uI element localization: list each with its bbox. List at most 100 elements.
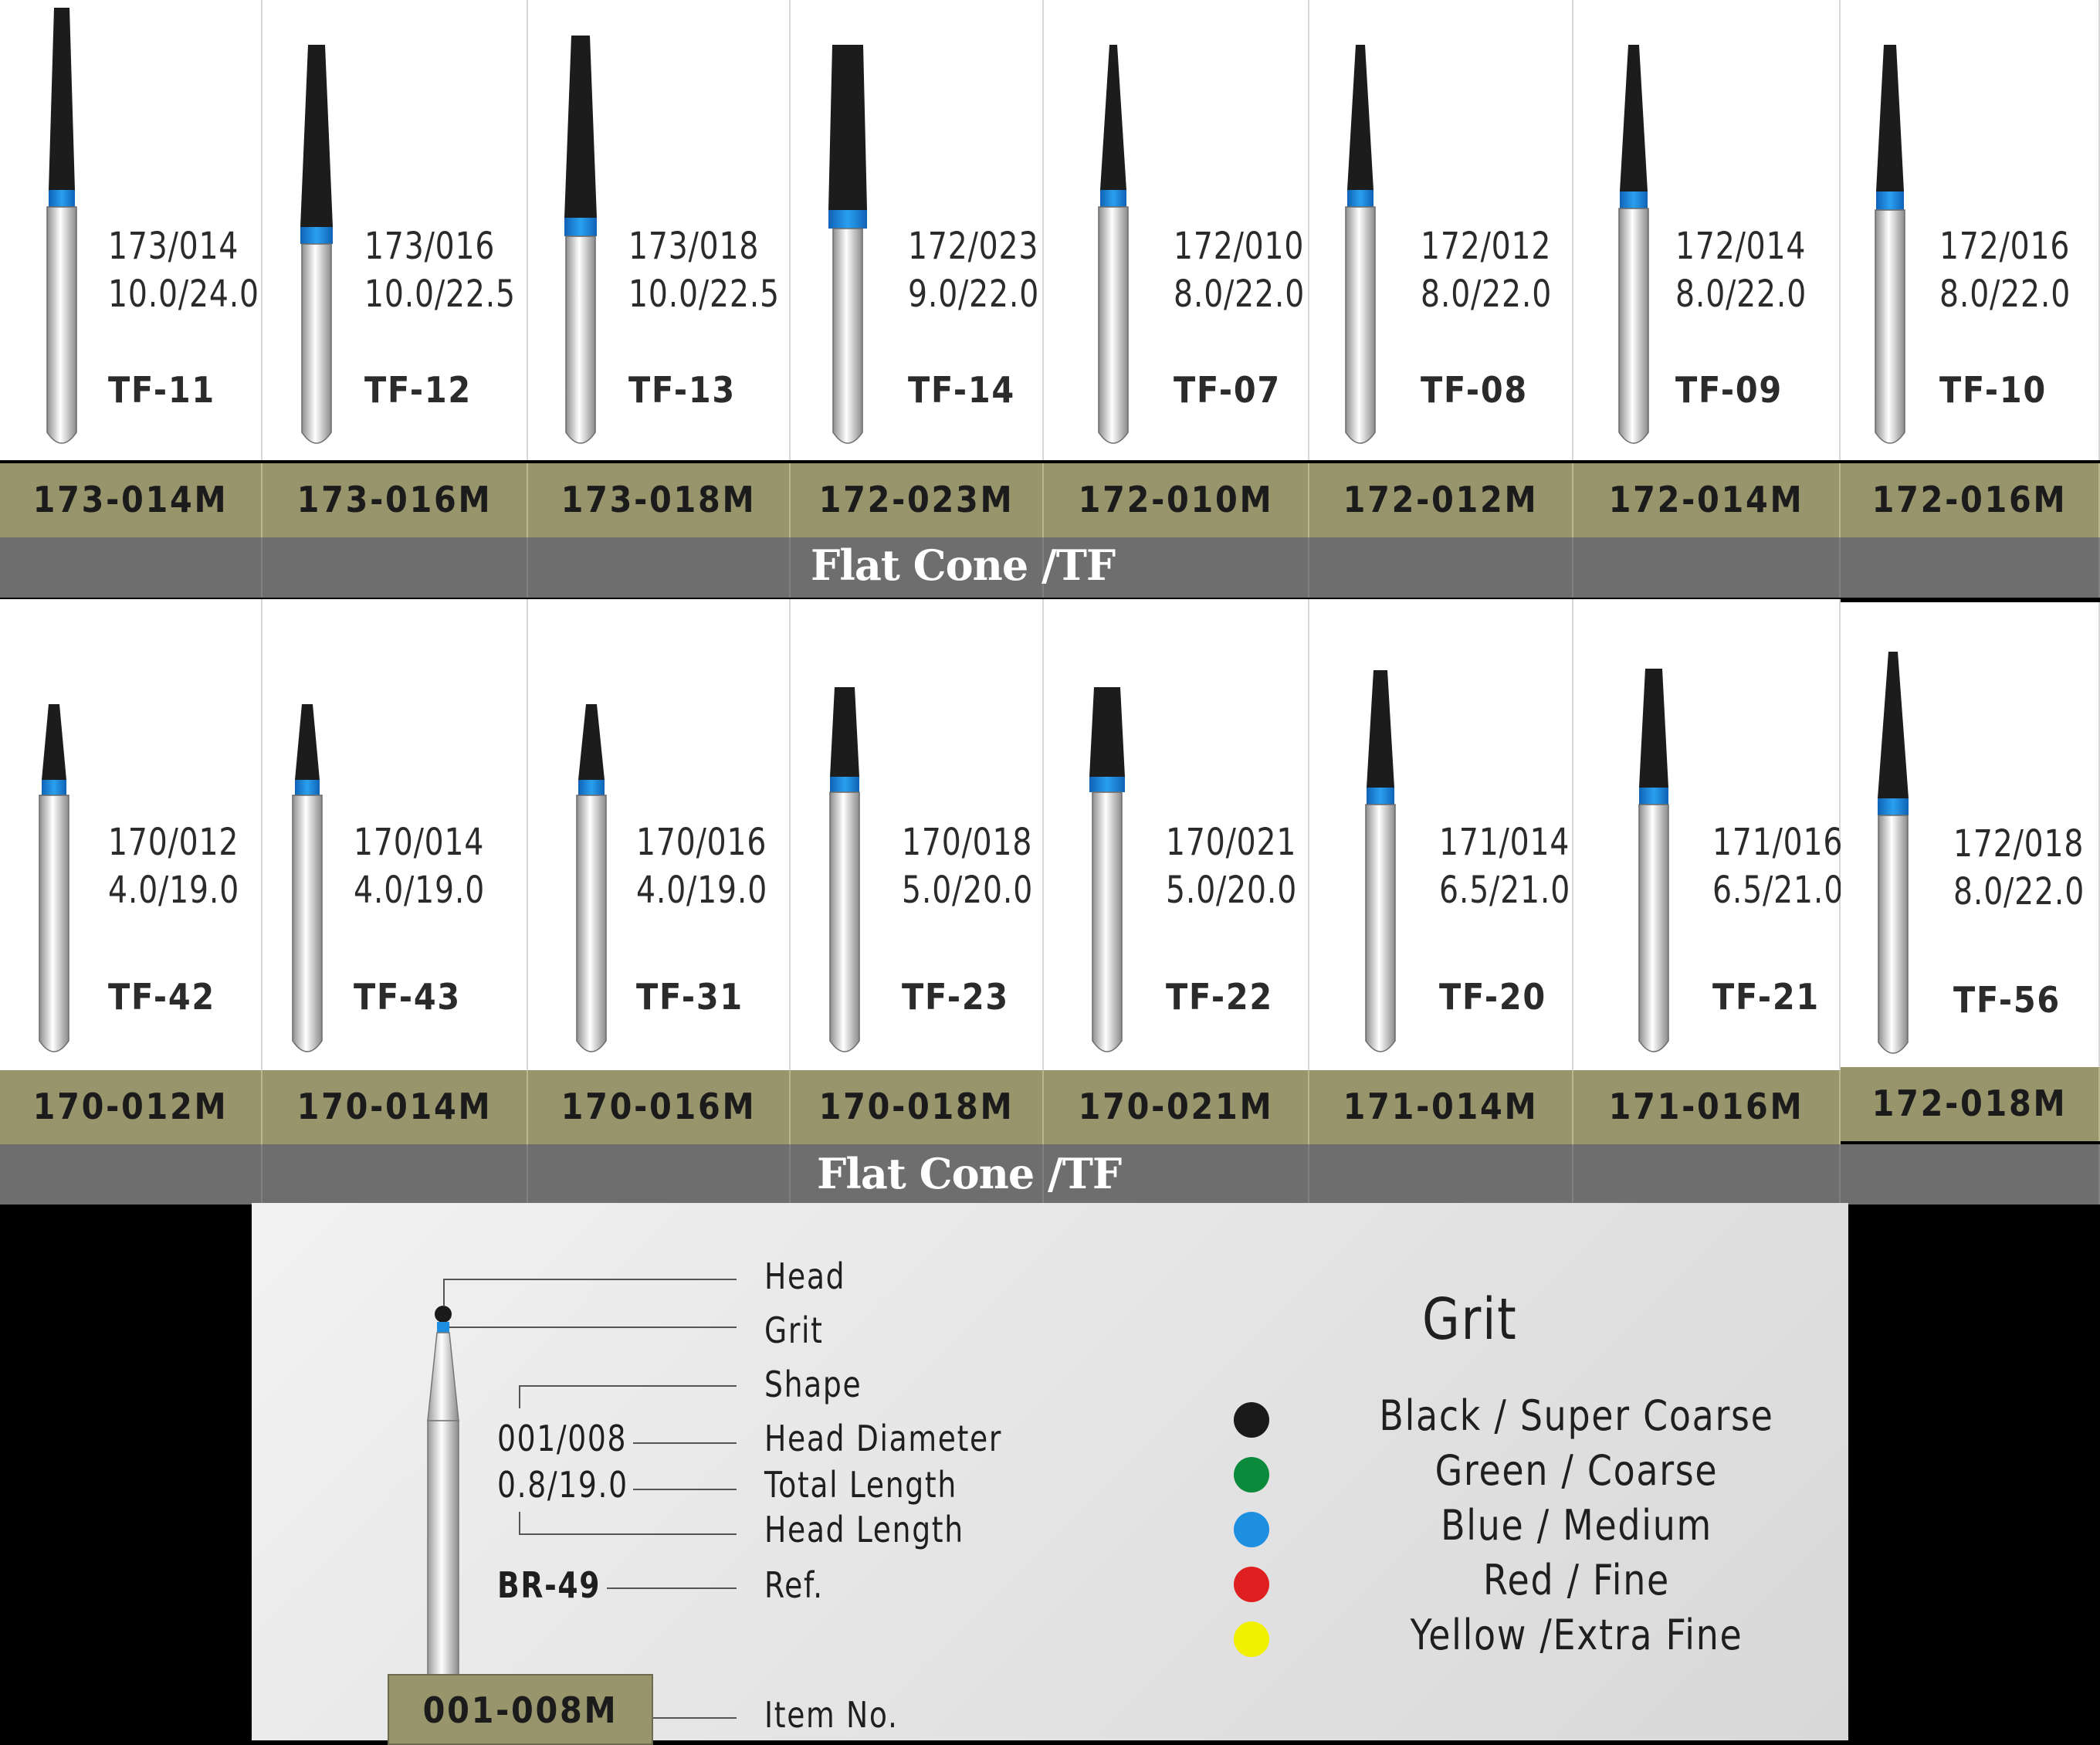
ref-code: TF-20 bbox=[1439, 976, 1547, 1018]
spec-dimensions: 10.0/24.0 bbox=[108, 273, 259, 316]
item-code-bar: 173-014M bbox=[0, 463, 262, 537]
product-cell: 170/016 4.0/19.0 TF-31 bbox=[528, 599, 791, 1070]
spec-dimensions: 6.5/21.0 bbox=[1712, 869, 1844, 912]
item-code-bar: 170-016M bbox=[528, 1070, 791, 1144]
item-code-bar: 173-018M bbox=[528, 463, 791, 537]
grit-color-dot bbox=[1234, 1402, 1269, 1438]
product-row-2: Flat Cone /TF 170/012 4.0/19.0 TF-42 170-01… bbox=[0, 599, 2100, 1208]
spec-size: 172/018 bbox=[1953, 822, 2085, 866]
label-head: Head bbox=[764, 1255, 846, 1297]
product-cell: 172/018 8.0/22.0 TF-56 bbox=[1841, 602, 2100, 1076]
spec-size: 172/014 bbox=[1675, 225, 1807, 268]
label-head-length: Head Length bbox=[764, 1509, 964, 1550]
spec-dimensions: 8.0/22.0 bbox=[1939, 273, 2071, 316]
ref-code: TF-56 bbox=[1953, 979, 2061, 1021]
product-cell: 170/014 4.0/19.0 TF-43 bbox=[262, 599, 528, 1070]
spec-size: 170/012 bbox=[108, 821, 239, 864]
spec-dimensions: 8.0/22.0 bbox=[1174, 273, 1306, 316]
ref-code: TF-31 bbox=[636, 976, 744, 1018]
ref-code: TF-08 bbox=[1421, 369, 1529, 411]
spec-dimensions: 4.0/19.0 bbox=[354, 869, 486, 912]
item-code-bar: 172-016M bbox=[1841, 463, 2100, 537]
item-code: 171-014M bbox=[1343, 1086, 1539, 1127]
product-cell: 173/014 10.0/24.0 TF-11 bbox=[0, 0, 262, 460]
spec-dimensions: 4.0/19.0 bbox=[108, 869, 240, 912]
item-code: 173-016M bbox=[296, 479, 493, 520]
product-row-1: Flat Cone /TF 173/014 10.0/24.0 TF-11 173-0… bbox=[0, 0, 2100, 598]
grit-label: Black / Super Coarse bbox=[1379, 1391, 1774, 1440]
product-cell: 172/014 8.0/22.0 TF-09 bbox=[1573, 0, 1841, 460]
spec-size: 170/018 bbox=[902, 821, 1033, 864]
legend-panel: Head Grit Shape 001/008 Head Diameter 0.… bbox=[252, 1203, 1848, 1740]
ref-code: TF-21 bbox=[1712, 976, 1821, 1018]
grit-color-dot bbox=[1234, 1512, 1269, 1547]
item-code-bar: 170-014M bbox=[262, 1070, 528, 1144]
spec-dimensions: 4.0/19.0 bbox=[636, 869, 768, 912]
item-code: 170-014M bbox=[296, 1086, 493, 1127]
spec-size: 171/014 bbox=[1439, 821, 1570, 864]
item-code-bar: 172-010M bbox=[1044, 463, 1309, 537]
spec-size: 170/014 bbox=[354, 821, 485, 864]
item-code: 172-016M bbox=[1871, 479, 2068, 520]
ref-code: TF-10 bbox=[1939, 369, 2048, 411]
ref-code: TF-22 bbox=[1166, 976, 1274, 1018]
spec-size: 172/010 bbox=[1174, 225, 1305, 268]
spec-size: 172/023 bbox=[908, 225, 1039, 268]
spec-dimensions: 10.0/22.5 bbox=[364, 273, 516, 316]
item-code: 170-016M bbox=[561, 1086, 757, 1127]
item-code-bar: 171-014M bbox=[1309, 1070, 1573, 1144]
spec-size: 170/021 bbox=[1166, 821, 1297, 864]
section-title: Flat Cone /TF bbox=[817, 1149, 1122, 1198]
product-cell: 171/016 6.5/21.0 TF-21 bbox=[1573, 599, 1844, 1070]
example-item-code: 001-008M bbox=[422, 1689, 618, 1731]
ref-code: TF-12 bbox=[364, 369, 472, 411]
item-code: 172-023M bbox=[818, 479, 1014, 520]
item-code: 171-016M bbox=[1608, 1086, 1804, 1127]
spec-dimensions: 8.0/22.0 bbox=[1675, 273, 1807, 316]
spec-size: 170/016 bbox=[636, 821, 767, 864]
ref-code: TF-23 bbox=[902, 976, 1010, 1018]
ref-code: TF-13 bbox=[628, 369, 737, 411]
product-cell: 172/012 8.0/22.0 TF-08 bbox=[1309, 0, 1573, 460]
item-code-bar: 172-012M bbox=[1309, 463, 1573, 537]
item-code: 170-018M bbox=[818, 1086, 1014, 1127]
spec-dimensions: 6.5/21.0 bbox=[1439, 869, 1571, 912]
section-band bbox=[0, 537, 2100, 598]
item-code: 173-014M bbox=[32, 479, 229, 520]
ref-code: TF-07 bbox=[1174, 369, 1282, 411]
example-bur-illustration bbox=[427, 1306, 459, 1688]
item-code: 172-018M bbox=[1871, 1083, 2068, 1124]
item-code-bar: 171-016M bbox=[1573, 1070, 1841, 1144]
spec-size: 172/016 bbox=[1939, 225, 2071, 268]
example-item-code-box: 001-008M bbox=[388, 1674, 653, 1745]
item-code-bar: 172-014M bbox=[1573, 463, 1841, 537]
spec-size: 171/016 bbox=[1712, 821, 1844, 864]
product-cell: 170/018 5.0/20.0 TF-23 bbox=[791, 599, 1044, 1070]
product-cell: 173/018 10.0/22.5 TF-13 bbox=[528, 0, 791, 460]
example-spec: 001/008 bbox=[497, 1418, 628, 1459]
spec-size: 172/012 bbox=[1421, 225, 1552, 268]
label-ref: Ref. bbox=[764, 1564, 824, 1606]
label-total-length: Total Length bbox=[764, 1464, 957, 1506]
label-grit: Grit bbox=[764, 1310, 824, 1351]
spec-dimensions: 9.0/22.0 bbox=[908, 273, 1040, 316]
product-cell: 172/016 8.0/22.0 TF-10 bbox=[1841, 0, 2100, 460]
example-dims: 0.8/19.0 bbox=[497, 1464, 628, 1506]
spec-size: 173/018 bbox=[628, 225, 760, 268]
item-code-bar: 172-018M bbox=[1841, 1067, 2100, 1141]
grit-label: Yellow /Extra Fine bbox=[1410, 1611, 1743, 1659]
item-code: 172-010M bbox=[1078, 479, 1274, 520]
ref-code: TF-14 bbox=[908, 369, 1016, 411]
ref-code: TF-42 bbox=[108, 976, 216, 1018]
item-code: 170-021M bbox=[1078, 1086, 1274, 1127]
grit-color-dot bbox=[1234, 1621, 1269, 1657]
grit-label: Blue / Medium bbox=[1441, 1501, 1712, 1550]
spec-dimensions: 8.0/22.0 bbox=[1421, 273, 1553, 316]
spec-dimensions: 5.0/20.0 bbox=[1166, 869, 1298, 912]
item-code-bar: 170-021M bbox=[1044, 1070, 1309, 1144]
product-cell: 171/014 6.5/21.0 TF-20 bbox=[1309, 599, 1573, 1070]
spec-size: 173/014 bbox=[108, 225, 239, 268]
item-code-bar: 172-023M bbox=[791, 463, 1044, 537]
label-shape: Shape bbox=[764, 1364, 862, 1405]
spec-size: 173/016 bbox=[364, 225, 496, 268]
